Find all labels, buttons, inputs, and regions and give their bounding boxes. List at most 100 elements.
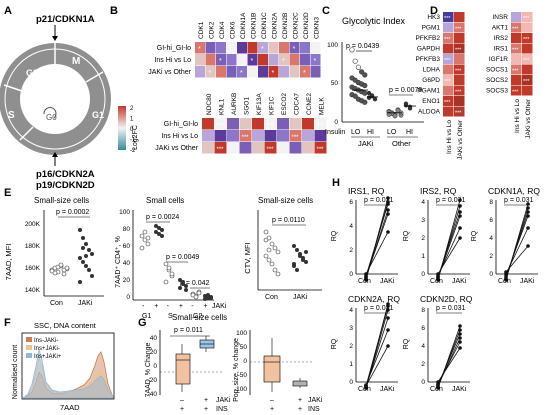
e3-xlabel-con: Con <box>265 294 278 301</box>
ytick: 2 <box>349 343 353 350</box>
heatmap-top-gene-labels: CDK1 CDK2 CDK4 CDK6 CDKN1A CDKN1B CDKN1C CDKN2A… <box>198 12 321 39</box>
data-point <box>263 229 269 235</box>
panel-f-letter: F <box>4 317 11 329</box>
heatmap-cell <box>511 43 522 54</box>
heatmap-top-row-labels: GI-hi_GI-lo Ins Hi vs Lo JAKi vs Other <box>148 45 191 76</box>
heatmap-cell <box>195 54 205 66</box>
data-point <box>157 232 161 236</box>
data-point <box>386 208 390 212</box>
data-point <box>369 93 375 99</box>
panel-c: C Glycolytic Index 0 50 100 p = 0.0439 p… <box>322 5 424 148</box>
g0-loop-icon <box>43 107 57 119</box>
heatmap-cell <box>279 66 289 78</box>
ytick: 0 <box>421 271 425 278</box>
data-point <box>295 248 299 252</box>
sig-star: *** <box>444 16 451 22</box>
gene-label: LDHA <box>423 67 441 74</box>
heatmap-cell <box>289 142 302 154</box>
data-point <box>504 278 508 282</box>
heatmap-cell <box>277 130 289 142</box>
data-point <box>362 72 368 78</box>
data-point <box>203 297 207 301</box>
legend-swatch <box>26 345 32 350</box>
ytick: 60 <box>123 243 131 250</box>
e2-ylabel: 7AAD⁺ CD4⁺, % <box>115 236 122 288</box>
data-point <box>154 230 158 234</box>
heatmap-cell <box>277 142 289 154</box>
phase-s: S <box>8 110 15 121</box>
ytick: 2 <box>421 361 425 368</box>
rq-xlabel: Con <box>430 278 443 285</box>
data-point <box>458 226 462 230</box>
data-point <box>184 284 188 288</box>
gene-label: SOCS2 <box>486 77 508 84</box>
gene-label: IRS2 <box>494 35 509 42</box>
phase-g0: G0 <box>46 113 57 122</box>
gene-label: CDK6 <box>230 21 237 39</box>
g1-yticks: 40 20 0 -20 -40 <box>148 335 158 398</box>
gene-label: CDKN2D <box>303 12 310 39</box>
data-point <box>78 256 82 260</box>
f-ylabel: Normalised count <box>12 345 19 400</box>
heatmap-cell <box>226 54 237 66</box>
jaki-sign: - <box>167 303 170 310</box>
data-point <box>436 386 440 390</box>
panel-g-letter: G <box>138 317 147 329</box>
heatmap-bottom: *** *** *** *** *** *** *** *** <box>202 118 327 154</box>
heatmap-cell <box>310 66 321 78</box>
data-point <box>145 235 151 241</box>
data-point <box>84 254 88 258</box>
col-label: JAKi vs Other <box>525 98 532 139</box>
sig-star: *** <box>444 37 451 43</box>
panel-a: A M G2 S G1 G0 p21/CDKN1A p16/CDKN2A p19… <box>0 5 111 191</box>
ytick: 0 <box>489 271 493 278</box>
heatmap-cell <box>264 142 277 154</box>
heatmap-cell <box>195 66 205 78</box>
data-point <box>458 324 462 328</box>
e3-points <box>263 229 308 277</box>
panel-d: D HK3 ***PGM1 ***PFKFB2 ***GAPDH ***PFKFB3 **… <box>415 5 533 160</box>
e2-pvalue-3: p = 0.042 <box>180 280 209 287</box>
gene-label: CDKN2C <box>293 12 300 39</box>
heatmap-cell <box>443 33 454 43</box>
data-point <box>163 261 169 267</box>
row-label: Ins Hi vs Lo <box>154 57 191 64</box>
c-x-hi-2: HI <box>406 129 413 136</box>
heatmap-cell <box>227 142 239 154</box>
heatmap-cell <box>454 33 465 43</box>
heatmap-cell <box>239 142 252 154</box>
e1-ytick: 140K <box>25 287 41 294</box>
data-point <box>366 90 372 96</box>
data-point <box>436 278 440 282</box>
data-point <box>81 246 85 250</box>
data-point <box>81 236 85 240</box>
heatmap-cell <box>300 66 310 78</box>
data-point <box>266 257 272 263</box>
e3-pvalue: p = 0.0110 <box>272 217 305 224</box>
heatmap-cell <box>226 42 237 54</box>
heatmap-cell <box>443 22 454 33</box>
data-point <box>458 204 462 208</box>
data-point <box>193 294 199 300</box>
sig-star: *** <box>292 135 300 141</box>
c-group-other: Other <box>392 139 411 148</box>
ytick: 0 <box>243 358 247 365</box>
panel-e: E Small-size cells 7AAD, MFI 200K 180K 1… <box>4 187 322 320</box>
heatmap-cell <box>310 42 321 54</box>
data-point <box>78 280 82 284</box>
gene-label: IRS1 <box>494 46 509 53</box>
sig-star: * <box>314 58 317 65</box>
heatmap-cell <box>289 42 300 54</box>
jaki-sign: + <box>204 303 208 310</box>
heatmap-glycolysis: HK3 ***PGM1 ***PFKFB2 ***GAPDH ***PFKFB3 ***L… <box>415 12 465 160</box>
e2-xlabel: S <box>168 313 173 320</box>
e2-xlabel: G2 <box>193 313 202 320</box>
sig-star: *** <box>512 90 519 96</box>
glycolytic-title: Glycolytic Index <box>342 16 406 26</box>
heatmap-cell <box>302 118 314 130</box>
data-point <box>364 278 368 282</box>
legend-tick: 2 <box>130 106 134 112</box>
sig-star: *** <box>267 147 275 153</box>
heatmap-cell <box>216 66 226 78</box>
